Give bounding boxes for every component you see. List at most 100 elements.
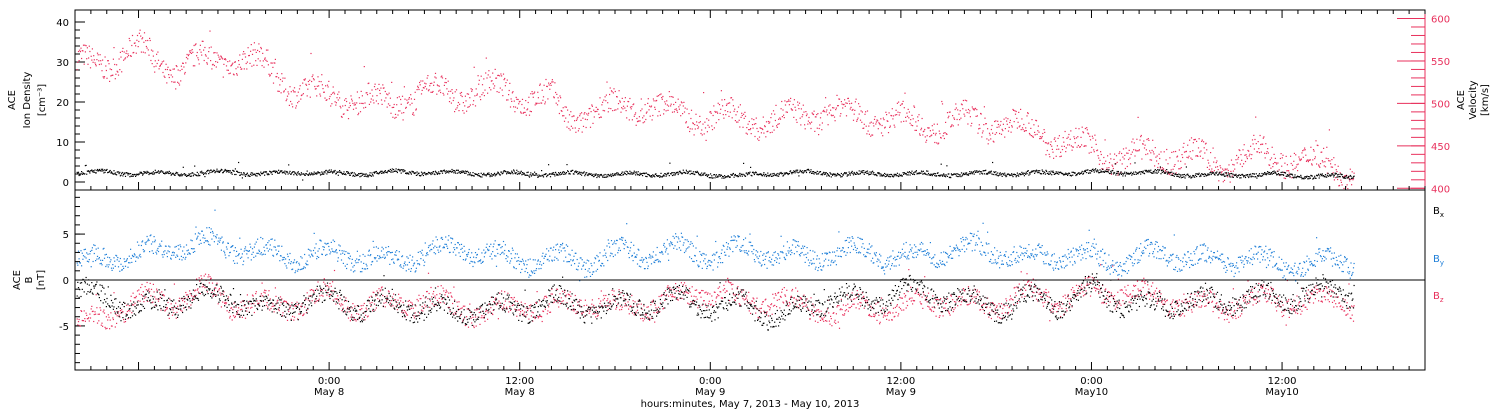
velocity-point [1196,155,1198,157]
density-point [635,174,637,176]
density-point [1269,173,1271,175]
by-point [454,243,456,246]
velocity-point [728,115,730,117]
density-point [653,175,655,177]
density-point [1166,173,1168,175]
by-point [636,254,638,256]
by-point [202,237,204,239]
velocity-point [1255,143,1257,145]
density-point [931,175,933,177]
velocity-point [1098,163,1100,165]
density-point [1310,174,1312,176]
velocity-point [158,68,160,70]
velocity-point [727,102,729,104]
density-point [447,170,449,172]
density-point [1136,172,1138,174]
by-point [321,253,323,256]
by-point [563,247,566,249]
density-point [1018,175,1020,177]
density-point [151,172,153,174]
density-point [1030,171,1032,173]
density-point [992,161,994,164]
velocity-point [671,96,673,98]
velocity-point [77,61,79,63]
density-point [262,172,264,175]
velocity-point [648,109,650,111]
density-point [716,176,718,178]
density-point [94,169,96,171]
density-point [988,171,990,173]
velocity-point [659,94,661,96]
velocity-point [1305,160,1308,162]
density-point [429,172,431,174]
velocity-point [256,64,258,66]
density-point [927,170,929,172]
by-point [251,253,253,255]
density-point [1344,177,1346,179]
density-point [1253,173,1255,175]
density-point [991,173,993,175]
velocity-point [548,82,550,84]
by-point [151,250,153,252]
velocity-point [1187,157,1189,159]
velocity-point [617,108,619,110]
by-point [84,248,86,250]
velocity-point [858,113,860,115]
by-point [237,255,239,257]
density-point [1279,174,1281,176]
top-data [76,29,1355,190]
velocity-point [1014,113,1017,115]
velocity-point [1126,152,1128,154]
velocity-point [1107,169,1109,171]
density-point [792,172,794,174]
by-point [196,237,198,239]
density-point [805,171,808,174]
by-point [352,271,355,273]
density-point [253,173,255,175]
density-point [138,173,140,175]
velocity-point [603,99,605,101]
by-point [477,261,479,263]
velocity-point [1254,138,1256,141]
density-point [502,171,505,173]
density-point [903,173,905,175]
density-point [162,171,164,173]
density-point [494,175,496,177]
velocity-point [1068,133,1070,136]
velocity-point [134,42,136,44]
velocity-point [801,116,803,118]
velocity-point [192,51,194,53]
velocity-point [677,98,679,100]
velocity-point [1085,145,1087,147]
density-point [427,173,429,175]
density-point [840,172,842,175]
by-point [431,248,433,251]
density-point [519,171,521,173]
density-point [277,172,279,174]
velocity-point [1317,144,1319,147]
velocity-point [218,56,220,58]
velocity-point [307,88,309,90]
density-point [783,172,785,174]
density-point [351,171,353,174]
velocity-point [375,88,377,91]
by-point [403,265,405,267]
velocity-point [365,106,367,108]
by-point [419,251,421,253]
density-point [1067,174,1069,176]
density-point [168,172,170,175]
velocity-point [1227,169,1229,172]
density-point [733,176,735,178]
density-point [954,173,956,175]
velocity-point [235,68,237,70]
density-point [971,173,973,175]
velocity-point [690,109,693,111]
velocity-point [863,123,865,125]
density-point [970,172,972,174]
density-point [1218,172,1220,174]
by-point [243,260,245,262]
density-point [886,174,888,176]
density-point [189,174,191,176]
velocity-point [129,40,131,42]
by-point [603,249,606,251]
